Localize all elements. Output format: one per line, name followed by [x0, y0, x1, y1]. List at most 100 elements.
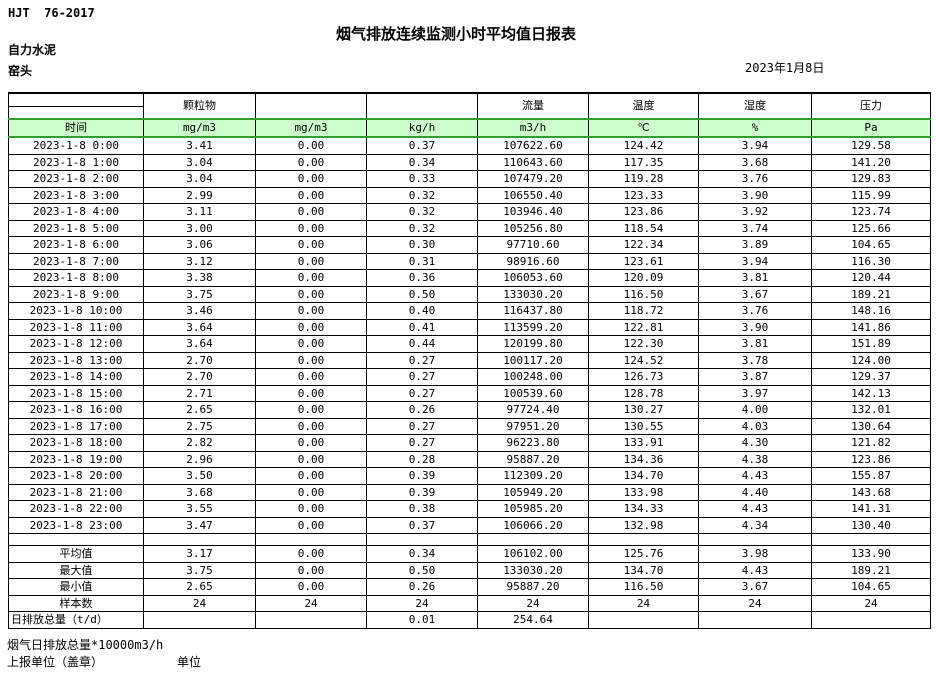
- time-cell: 2023-1-8 22:00: [8, 500, 144, 518]
- value-cell: 0.31: [366, 252, 478, 270]
- value-cell: 100248.00: [477, 368, 589, 386]
- value-cell: 0.37: [366, 516, 478, 534]
- value-cell: 3.75: [143, 285, 256, 303]
- value-cell: 107622.60: [477, 136, 589, 155]
- empty-cell: [366, 533, 478, 546]
- time-cell: 2023-1-8 3:00: [8, 186, 144, 204]
- value-cell: 100539.60: [477, 384, 589, 402]
- value-cell: 0.27: [366, 434, 478, 452]
- table-row: 2023-1-8 1:00 3.04 0.00 0.34 110643.60 117.35…: [8, 153, 931, 171]
- value-cell: 3.12: [143, 252, 256, 270]
- summary-row-daily-total: 日排放总量（t/d） 0.01 254.64: [8, 611, 931, 629]
- summary-value: 0.34: [366, 545, 478, 563]
- value-cell: 122.30: [588, 335, 699, 353]
- value-cell: 4.40: [698, 483, 812, 501]
- time-cell: 2023-1-8 20:00: [8, 467, 144, 485]
- value-cell: 3.76: [698, 170, 812, 188]
- value-cell: 116437.80: [477, 302, 589, 320]
- summary-label: 日排放总量（t/d）: [8, 611, 144, 629]
- company-name: 自力水泥: [8, 43, 57, 57]
- value-cell: 97951.20: [477, 417, 589, 435]
- value-cell: 104.65: [811, 236, 931, 254]
- value-cell: 0.39: [366, 483, 478, 501]
- value-cell: 133.98: [588, 483, 699, 501]
- value-cell: 3.81: [698, 269, 812, 287]
- table-row: 2023-1-8 7:00 3.12 0.00 0.31 98916.60 123.61 3…: [8, 252, 931, 270]
- time-cell: 2023-1-8 15:00: [8, 384, 144, 402]
- value-cell: 3.97: [698, 384, 812, 402]
- value-cell: 123.74: [811, 203, 931, 221]
- value-cell: 0.00: [255, 219, 367, 237]
- value-cell: 4.38: [698, 450, 812, 468]
- value-cell: 129.58: [811, 136, 931, 155]
- table-row: 2023-1-8 0:00 3.41 0.00 0.37 107622.60 124.42…: [8, 136, 931, 155]
- value-cell: 0.27: [366, 351, 478, 369]
- table-row: 2023-1-8 20:00 3.50 0.00 0.39 112309.20 134.7…: [8, 467, 931, 485]
- footer-note: 烟气日排放总量*10000m3/h: [7, 638, 164, 652]
- value-cell: 0.34: [366, 153, 478, 171]
- table-row: 2023-1-8 6:00 3.06 0.00 0.30 97710.60 122.34 3…: [8, 236, 931, 254]
- value-cell: 97724.40: [477, 401, 589, 419]
- col-header-temperature: 温度: [588, 92, 699, 120]
- corner-cell-bottom: [8, 105, 144, 120]
- table-row: 2023-1-8 14:00 2.70 0.00 0.27 100248.00 126.7…: [8, 368, 931, 386]
- value-cell: 129.83: [811, 170, 931, 188]
- value-cell: 120.44: [811, 269, 931, 287]
- summary-value: 24: [811, 594, 931, 612]
- value-cell: 2.70: [143, 368, 256, 386]
- time-cell: 2023-1-8 0:00: [8, 136, 144, 155]
- footer-line: 上报单位（盖章） 单位: [0, 653, 936, 669]
- value-cell: 0.00: [255, 467, 367, 485]
- report-unit-label: 上报单位（盖章）: [7, 655, 104, 669]
- value-cell: 2.75: [143, 417, 256, 435]
- table-body: 2023-1-8 0:00 3.41 0.00 0.37 107622.60 124.42…: [8, 136, 931, 629]
- value-cell: 0.00: [255, 153, 367, 171]
- group-header-row-top: 颗粒物 流量 温度 湿度 压力: [8, 92, 931, 120]
- value-cell: 122.34: [588, 236, 699, 254]
- summary-value: 0.26: [366, 578, 478, 596]
- value-cell: 105949.20: [477, 483, 589, 501]
- summary-value: 3.67: [698, 578, 812, 596]
- unit-pa: Pa: [811, 118, 931, 138]
- time-cell: 2023-1-8 23:00: [8, 516, 144, 534]
- value-cell: 123.33: [588, 186, 699, 204]
- value-cell: 3.64: [143, 335, 256, 353]
- value-cell: 0.00: [255, 500, 367, 518]
- table-row: 2023-1-8 17:00 2.75 0.00 0.27 97951.20 130.55…: [8, 417, 931, 435]
- value-cell: 0.00: [255, 368, 367, 386]
- value-cell: 0.44: [366, 335, 478, 353]
- value-cell: 143.68: [811, 483, 931, 501]
- value-cell: 189.21: [811, 285, 931, 303]
- summary-value: [698, 611, 812, 629]
- value-cell: 0.00: [255, 203, 367, 221]
- report-table: 颗粒物 流量 温度 湿度 压力 时间 mg/m3 mg/m3 kg/h m3/h…: [8, 92, 931, 629]
- summary-value: 4.43: [698, 561, 812, 579]
- value-cell: 2.71: [143, 384, 256, 402]
- value-cell: 118.72: [588, 302, 699, 320]
- value-cell: 130.27: [588, 401, 699, 419]
- time-cell: 2023-1-8 13:00: [8, 351, 144, 369]
- summary-value: 3.17: [143, 545, 256, 563]
- value-cell: 0.30: [366, 236, 478, 254]
- unit-percent: %: [698, 118, 812, 138]
- summary-value: 0.00: [255, 561, 367, 579]
- unit-kgh: kg/h: [366, 118, 478, 138]
- value-cell: 3.76: [698, 302, 812, 320]
- value-cell: 2.65: [143, 401, 256, 419]
- value-cell: 3.55: [143, 500, 256, 518]
- empty-cell: [477, 533, 589, 546]
- table-row: 2023-1-8 12:00 3.64 0.00 0.44 120199.80 122.3…: [8, 335, 931, 353]
- summary-value: 134.70: [588, 561, 699, 579]
- summary-value: 24: [698, 594, 812, 612]
- time-cell: 2023-1-8 19:00: [8, 450, 144, 468]
- value-cell: 3.81: [698, 335, 812, 353]
- summary-value: 133.90: [811, 545, 931, 563]
- unit-m3h: m3/h: [477, 118, 589, 138]
- value-cell: 0.00: [255, 384, 367, 402]
- value-cell: 118.54: [588, 219, 699, 237]
- value-cell: 0.00: [255, 302, 367, 320]
- value-cell: 141.86: [811, 318, 931, 336]
- value-cell: 3.41: [143, 136, 256, 155]
- summary-value: 24: [143, 594, 256, 612]
- value-cell: 117.35: [588, 153, 699, 171]
